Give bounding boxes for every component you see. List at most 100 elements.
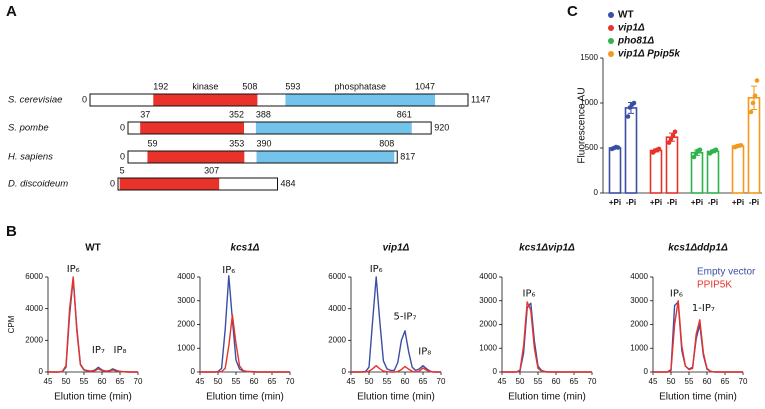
domain-segment bbox=[147, 151, 245, 163]
species-label: H. sapiens bbox=[8, 152, 53, 163]
x-tick-label: -Pi bbox=[667, 198, 677, 207]
x-tick-label: 45 bbox=[44, 377, 53, 386]
bar bbox=[624, 107, 638, 194]
y-tick-label: 1000 bbox=[177, 343, 195, 352]
bar bbox=[706, 150, 720, 194]
domain-segment bbox=[256, 151, 395, 163]
chromatogram-line bbox=[653, 300, 743, 373]
y-tick-label: 2000 bbox=[177, 320, 195, 329]
y-tick-label: 1000 bbox=[580, 98, 598, 107]
y-tick-label: 500 bbox=[585, 143, 599, 152]
y-tick-label: 2000 bbox=[25, 335, 43, 344]
data-point bbox=[697, 147, 703, 153]
chromatogram-line bbox=[200, 314, 290, 373]
x-tick-label: 70 bbox=[286, 377, 295, 386]
legend-entry: Empty vector bbox=[697, 267, 756, 278]
x-tick-label: 70 bbox=[739, 377, 748, 386]
chart-title: WT bbox=[85, 243, 101, 254]
x-tick-label: +Pi bbox=[691, 198, 703, 207]
data-point bbox=[738, 143, 744, 148]
data-point bbox=[670, 133, 676, 138]
y-tick-label: 0 bbox=[342, 367, 347, 376]
data-point bbox=[713, 147, 719, 153]
peak-annotation: 1-IP₇ bbox=[692, 303, 715, 314]
chart-title: kcs1Δvip1Δ bbox=[519, 243, 575, 254]
length-label: 1147 bbox=[471, 94, 490, 104]
y-tick-label: 1500 bbox=[580, 53, 598, 62]
y-tick-label: 0 bbox=[39, 367, 44, 376]
y-tick-label: 2000 bbox=[479, 320, 497, 329]
x-tick-label: -Pi bbox=[708, 198, 718, 207]
domain-end: 1047 bbox=[415, 81, 435, 91]
x-tick-label: 50 bbox=[214, 377, 223, 386]
start-label: 0 bbox=[120, 151, 125, 161]
x-tick-label: 65 bbox=[268, 377, 277, 386]
chart-title: kcs1Δ bbox=[231, 243, 260, 254]
domain-segment bbox=[153, 94, 258, 106]
panel-label: C bbox=[567, 3, 578, 20]
y-axis-label: Fluorescence AU bbox=[577, 87, 588, 163]
domain-segment bbox=[255, 122, 412, 134]
x-axis-label: Elution time (min) bbox=[357, 392, 435, 403]
y-tick-label: 4000 bbox=[177, 272, 195, 281]
y-axis-label: CPM bbox=[7, 315, 16, 333]
bar bbox=[731, 145, 745, 194]
x-tick-label: +Pi bbox=[732, 198, 744, 207]
x-tick-label: 45 bbox=[196, 377, 205, 386]
chromatogram-line bbox=[351, 364, 441, 373]
y-tick-label: 2000 bbox=[630, 320, 648, 329]
x-tick-label: -Pi bbox=[749, 198, 759, 207]
peak-annotation: IP₆ bbox=[670, 289, 683, 300]
data-point bbox=[666, 140, 672, 145]
length-label: 484 bbox=[281, 178, 296, 188]
y-tick-label: 0 bbox=[644, 367, 649, 376]
x-axis-label: Elution time (min) bbox=[54, 392, 132, 403]
y-tick-label: 6000 bbox=[328, 272, 346, 281]
start-label: 0 bbox=[110, 178, 115, 188]
x-axis-label: Elution time (min) bbox=[508, 392, 586, 403]
legend-entry: PPIP5K bbox=[697, 280, 732, 291]
chart-title: kcs1Δddp1Δ bbox=[668, 243, 728, 254]
x-tick-label: 60 bbox=[552, 377, 561, 386]
x-tick-label: 60 bbox=[703, 377, 712, 386]
data-point bbox=[625, 114, 631, 119]
peak-annotation: IP₈ bbox=[418, 346, 431, 357]
x-tick-label: 55 bbox=[232, 377, 241, 386]
data-point bbox=[656, 146, 662, 152]
chromatogram-line bbox=[48, 277, 138, 373]
start-label: 0 bbox=[82, 94, 87, 104]
y-tick-label: 4000 bbox=[328, 304, 346, 313]
x-tick-label: 60 bbox=[98, 377, 107, 386]
domain-start: 593 bbox=[285, 81, 300, 91]
domain-segment bbox=[119, 178, 220, 190]
species-label: S. cerevisiae bbox=[8, 95, 62, 106]
data-point bbox=[668, 136, 674, 142]
peak-annotation: IP₇ bbox=[92, 345, 105, 356]
bar bbox=[649, 149, 663, 194]
y-tick-label: 1000 bbox=[479, 343, 497, 352]
data-point bbox=[631, 100, 637, 106]
legend-entry: vip1Δ Ppip5k bbox=[618, 49, 680, 60]
domain-start: 390 bbox=[257, 138, 272, 148]
x-tick-label: 70 bbox=[437, 377, 446, 386]
x-tick-label: 50 bbox=[62, 377, 71, 386]
y-tick-label: 3000 bbox=[177, 296, 195, 305]
y-tick-label: 4000 bbox=[25, 304, 43, 313]
data-point bbox=[754, 78, 760, 83]
y-tick-label: 4000 bbox=[479, 272, 497, 281]
legend-marker bbox=[608, 51, 614, 57]
x-tick-label: 65 bbox=[116, 377, 125, 386]
chart-title: vip1Δ bbox=[383, 243, 410, 254]
x-tick-label: 50 bbox=[365, 377, 374, 386]
x-tick-label: 70 bbox=[588, 377, 597, 386]
y-tick-label: 3000 bbox=[630, 296, 648, 305]
x-tick-label: 45 bbox=[347, 377, 356, 386]
domain-start: 388 bbox=[256, 109, 271, 119]
domain-start: 5 bbox=[120, 165, 125, 175]
domain-end: 353 bbox=[229, 138, 244, 148]
x-tick-label: 45 bbox=[649, 377, 658, 386]
y-tick-label: 4000 bbox=[630, 272, 648, 281]
peak-annotation: IP₈ bbox=[114, 345, 127, 356]
x-tick-label: 55 bbox=[80, 377, 89, 386]
start-label: 0 bbox=[120, 122, 125, 132]
